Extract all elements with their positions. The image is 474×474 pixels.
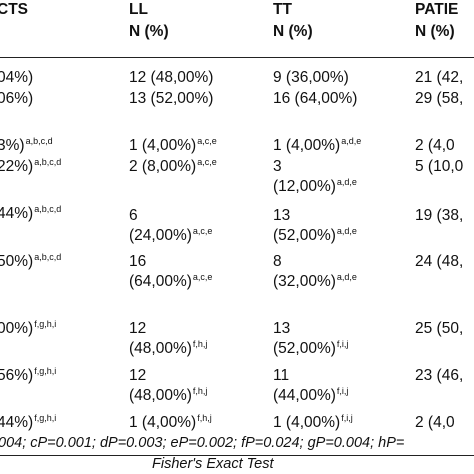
footer-rule — [0, 455, 474, 456]
table-cell: (44,00%)f,i,j — [273, 386, 349, 405]
table-cell: 22%)a,b,c,d — [0, 157, 62, 176]
table-cell: (48,00%)f,h,j — [129, 386, 208, 405]
table-cell: 16 — [129, 253, 147, 270]
table-cell: 6 — [129, 207, 138, 224]
table-cell: 2 (4,0 — [415, 414, 455, 431]
table-cell: (52,00%)f,i,j — [273, 339, 349, 358]
table-cell: 56%)f,g,h,i — [0, 366, 57, 385]
table-cell: 1 (4,00%)a,d,e — [273, 136, 362, 155]
table-cell: (52,00%)a,d,e — [273, 226, 357, 245]
table-cell: 44%)a,b,c,d — [0, 204, 62, 223]
header-patients: PATIE — [415, 1, 459, 18]
header-ll-unit: N (%) — [129, 23, 169, 40]
header-ll: LL — [129, 1, 148, 18]
table-cell: 23 (46, — [415, 367, 464, 384]
table-cell: 50%)a,b,c,d — [0, 252, 62, 271]
header-tt: TT — [273, 1, 292, 18]
table-cell: 13 (52,00%) — [129, 90, 214, 107]
header-tt-unit: N (%) — [273, 23, 313, 40]
table-cell: (32,00%)a,d,e — [273, 272, 357, 291]
table-cell: 00%)f,g,h,i — [0, 319, 57, 338]
table-cell: (24,00%)a,c,e — [129, 226, 213, 245]
table-cell: 2 (8,00%)a,c,e — [129, 157, 217, 176]
table-cell: 13 — [273, 320, 291, 337]
table-cell: 2 (4,0 — [415, 137, 455, 154]
header-rule — [0, 57, 474, 58]
table-cell: 5 (10,0 — [415, 158, 464, 175]
table-cell: 12 — [129, 367, 147, 384]
table-cell: 21 (42, — [415, 69, 464, 86]
table-cell: (64,00%)a,c,e — [129, 272, 213, 291]
table-cell: 8 — [273, 253, 282, 270]
header-patients-unit: N (%) — [415, 23, 455, 40]
table-cell: 11 — [273, 367, 290, 384]
table-cell: 1 (4,00%)a,c,e — [129, 136, 217, 155]
table-cell: 29 (58, — [415, 90, 464, 107]
table-cell: 13 — [273, 207, 291, 224]
table-cell: 3 — [273, 158, 282, 175]
table-cell: 24 (48, — [415, 253, 464, 270]
table-cell: 3%)a,b,c,d — [0, 136, 53, 155]
table-cell: 12 — [129, 320, 147, 337]
table-cell: 16 (64,00%) — [273, 90, 358, 107]
table-cell: 44%)f,g,h,i — [0, 413, 57, 432]
table-cell: 25 (50, — [415, 320, 464, 337]
table-cell: 06%) — [0, 90, 34, 107]
table-cell: 19 (38, — [415, 207, 464, 224]
table-cell: (48,00%)f,h,j — [129, 339, 208, 358]
footnote-p-values: 004; cP=0.001; dP=0.003; eP=0.002; fP=0.… — [0, 435, 405, 451]
header-cts: CTS — [0, 1, 28, 18]
table-cell: 1 (4,00%)f,h,j — [129, 413, 212, 432]
table-cell: 04%) — [0, 69, 34, 86]
table-cell: (12,00%)a,d,e — [273, 177, 357, 196]
table-cell: 1 (4,00%)f,i,j — [273, 413, 353, 432]
table-cell: 12 (48,00%) — [129, 69, 214, 86]
footnote-test: Fisher's Exact Test — [152, 456, 274, 472]
table-cell: 9 (36,00%) — [273, 69, 349, 86]
